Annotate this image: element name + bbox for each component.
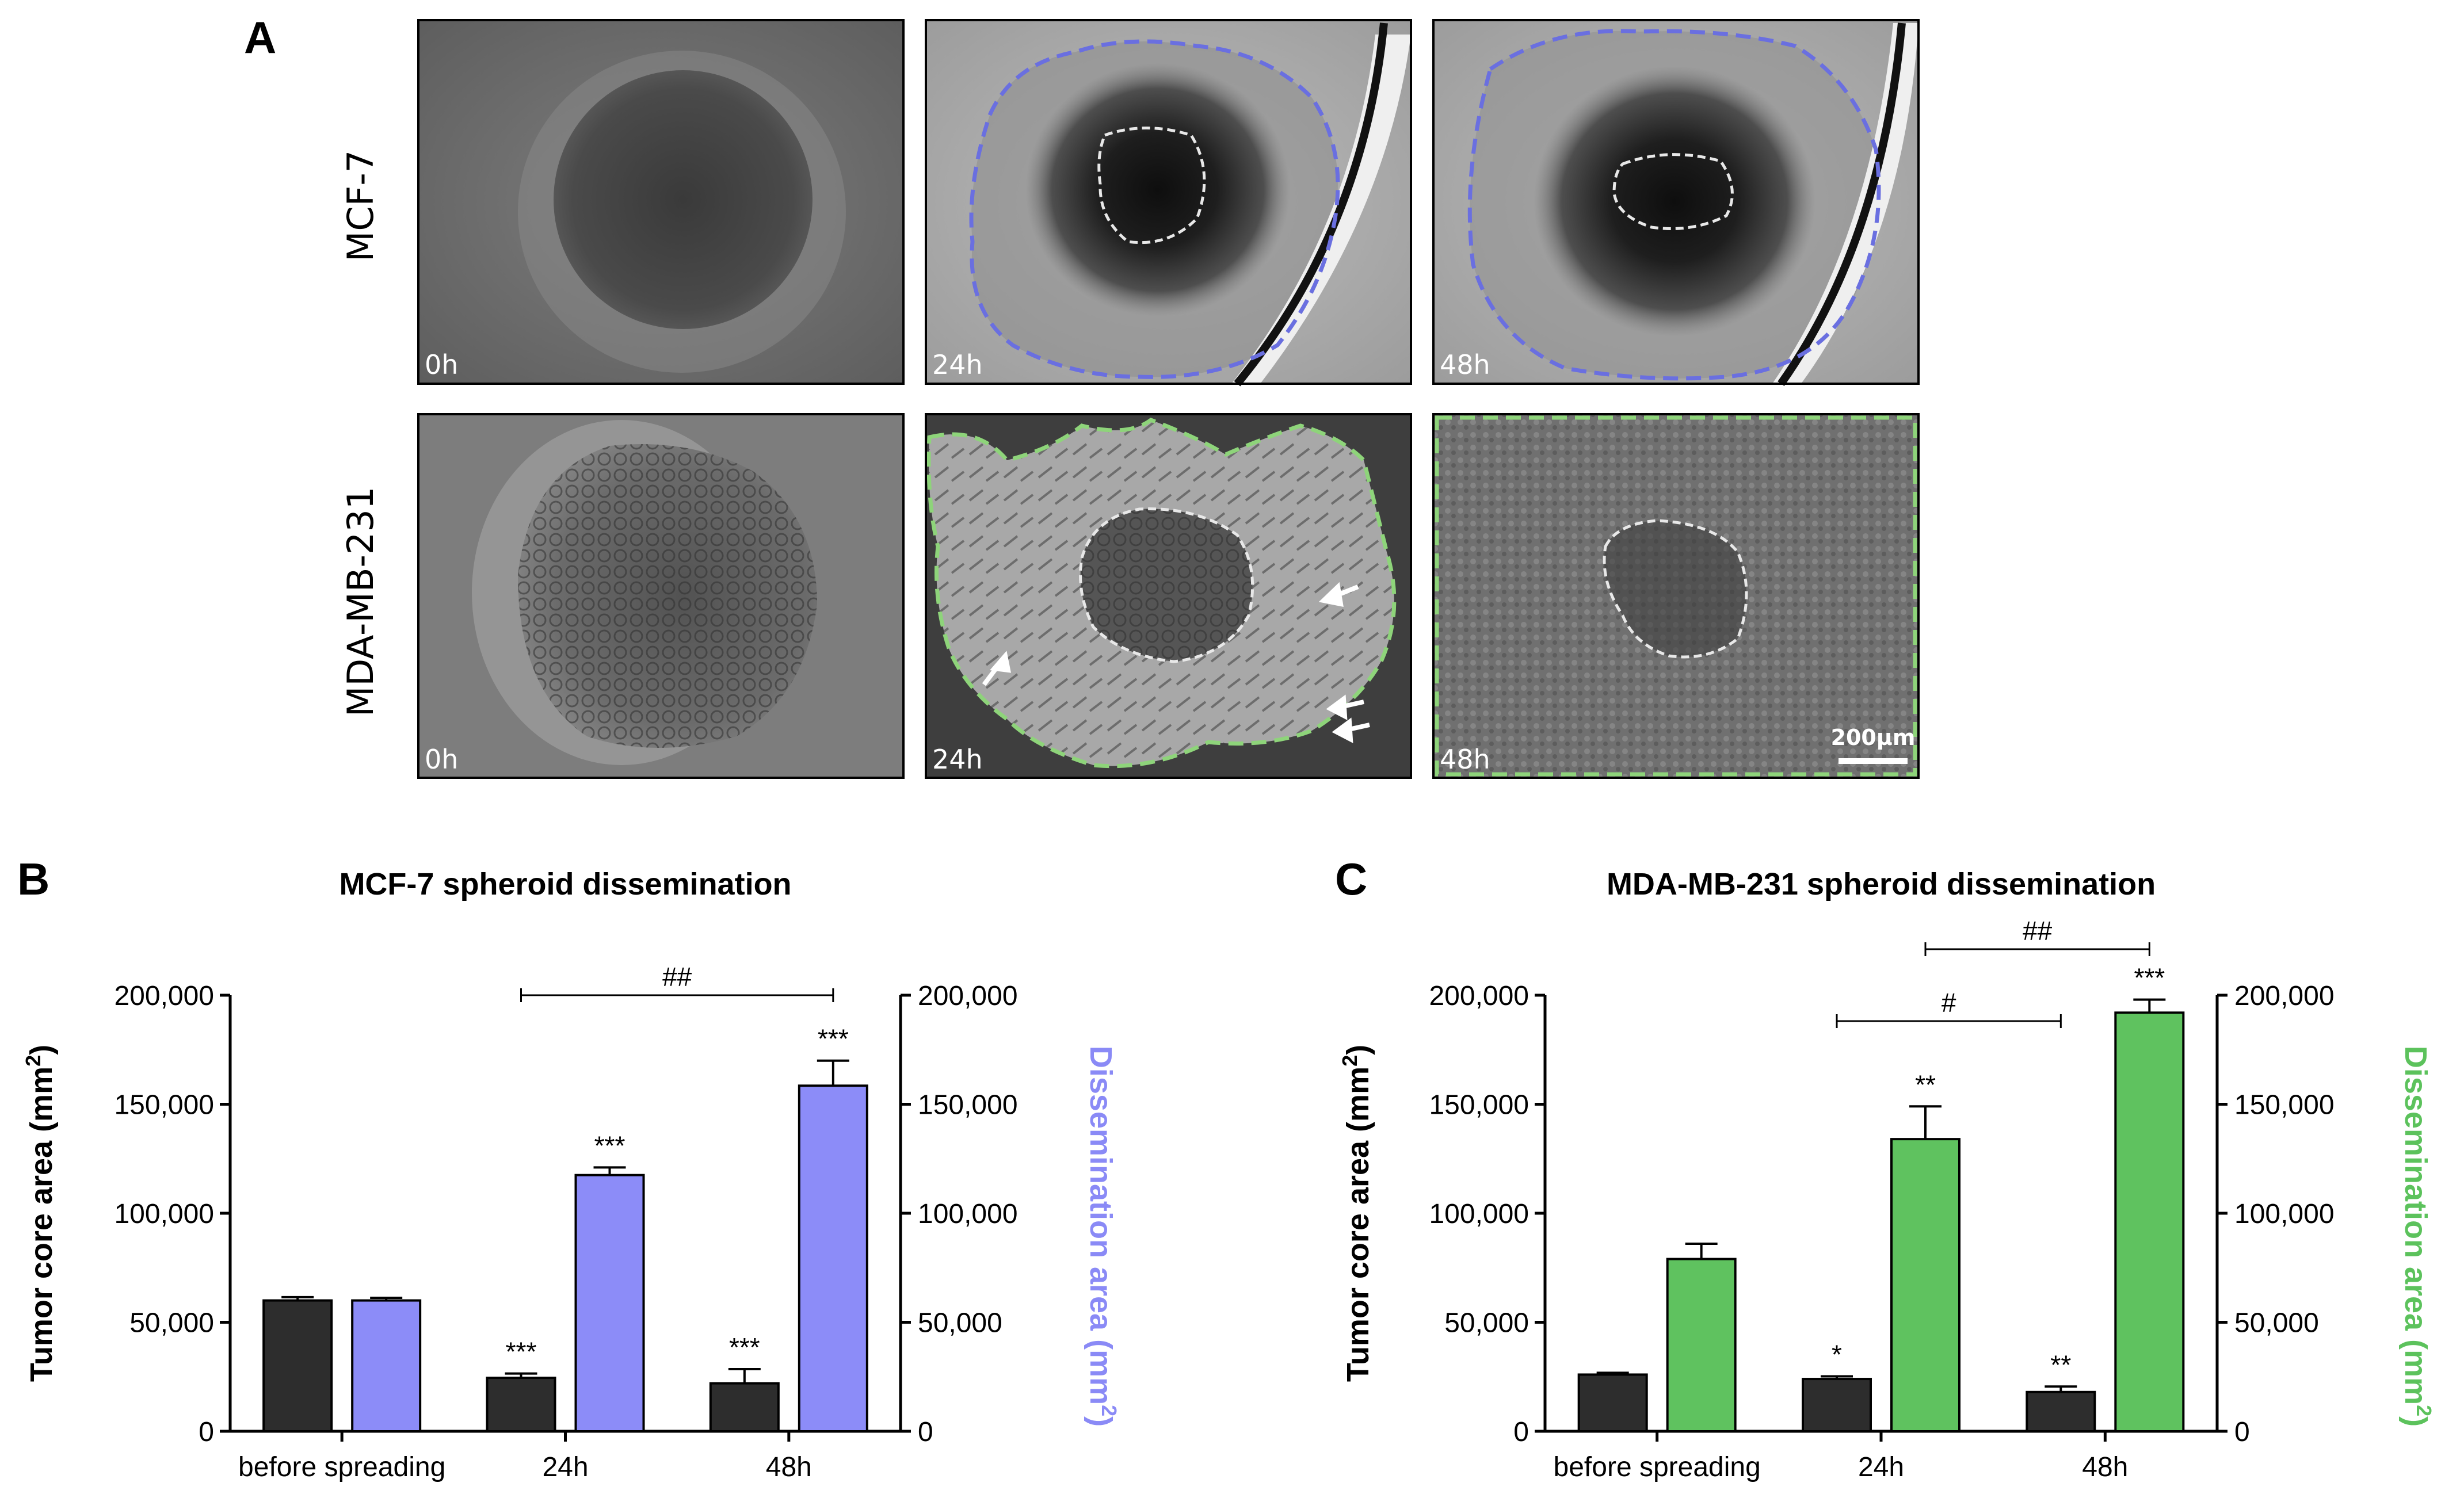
y-axis-label-right: Dissemination area (mm2) <box>1084 1046 1122 1427</box>
y-axis-label-left: Tumor core area (mm2) <box>21 1045 59 1382</box>
bracket-label: # <box>1942 988 1956 1018</box>
bar <box>798 1084 868 1433</box>
right-tick-label: 50,000 <box>918 1308 1002 1339</box>
right-tick-label: 0 <box>918 1417 933 1447</box>
time-label-24h: 24h <box>932 349 983 380</box>
left-tick-label: 150,000 <box>114 1090 214 1121</box>
right-tick-label: 0 <box>2234 1417 2250 1447</box>
right-tick-label: 100,000 <box>2234 1199 2335 1229</box>
micrograph-mda-48h: 200μm 48h <box>1432 413 1920 779</box>
left-tick-label: 100,000 <box>1429 1199 1529 1229</box>
x-category-label: 48h <box>2082 1452 2128 1482</box>
x-category-label: before spreading <box>238 1452 445 1482</box>
time-label-24h-mda: 24h <box>932 744 983 775</box>
time-label-0h-mda: 0h <box>425 744 458 775</box>
x-category-label: 24h <box>542 1452 588 1482</box>
y-axis-label-right: Dissemination area (mm2) <box>2398 1046 2436 1427</box>
right-tick-label: 200,000 <box>2234 981 2335 1011</box>
time-label-0h: 0h <box>425 349 458 380</box>
significance-label: ** <box>1915 1069 1936 1099</box>
chart-title: MCF-7 spheroid dissemination <box>339 867 791 901</box>
bar <box>1666 1258 1737 1433</box>
bar <box>2114 1011 2185 1432</box>
significance-label: *** <box>594 1130 625 1160</box>
panel-letter-a: A <box>244 12 276 63</box>
right-tick-label: 50,000 <box>2234 1308 2319 1339</box>
micrograph-mcf7-24h: 24h <box>925 19 1412 387</box>
right-tick-label: 100,000 <box>918 1199 1018 1229</box>
micrograph-mcf7-48h: 48h <box>1432 19 1920 387</box>
row-label-mda: MDA-MB-231 <box>340 487 382 717</box>
significance-label: *** <box>818 1024 849 1054</box>
right-tick-label: 200,000 <box>918 981 1018 1011</box>
time-label-48h: 48h <box>1440 349 1490 380</box>
left-tick-label: 50,000 <box>1444 1308 1529 1339</box>
significance-label: *** <box>2134 963 2165 993</box>
bar <box>486 1377 556 1433</box>
chart-mcf7-dissemination: MCF-7 spheroid dissemination 0 0 50,000 50,0… <box>21 867 1122 1482</box>
significance-label: *** <box>729 1332 760 1362</box>
scale-bar-label: 200μm <box>1831 725 1916 750</box>
row-label-mcf7: MCF-7 <box>340 150 382 262</box>
bracket-label: ## <box>2023 916 2053 946</box>
x-category-label: 48h <box>766 1452 812 1482</box>
significance-label: *** <box>506 1337 537 1367</box>
panel-letter-c: C <box>1335 854 1367 904</box>
bar <box>709 1382 780 1433</box>
time-label-48h-mda: 48h <box>1440 744 1490 775</box>
significance-label: * <box>1832 1339 1842 1369</box>
right-tick-label: 150,000 <box>2234 1090 2335 1121</box>
arrow-icon <box>982 582 1370 743</box>
significance-label: ** <box>2050 1350 2071 1379</box>
micrograph-mda-0h: 0h <box>417 413 905 779</box>
x-category-label: 24h <box>1858 1452 1904 1482</box>
chart-title: MDA-MB-231 spheroid dissemination <box>1607 867 2156 901</box>
left-tick-label: 150,000 <box>1429 1090 1529 1121</box>
bar <box>262 1299 333 1433</box>
bar <box>574 1174 645 1433</box>
bar <box>1577 1373 1648 1432</box>
bar <box>1802 1378 1872 1433</box>
x-category-label: before spreading <box>1554 1452 1761 1482</box>
micrograph-mcf7-0h: 0h <box>417 19 905 385</box>
bar <box>1890 1138 1960 1432</box>
right-tick-label: 150,000 <box>918 1090 1018 1121</box>
panel-letter-b: B <box>17 854 49 904</box>
bar <box>2026 1390 2096 1433</box>
chart-mda-dissemination: MDA-MB-231 spheroid dissemination 0 0 50,00… <box>1338 867 2436 1482</box>
left-tick-label: 100,000 <box>114 1199 214 1229</box>
micrograph-mda-24h: 24h <box>925 413 1412 779</box>
left-tick-label: 50,000 <box>129 1308 214 1339</box>
bracket-label: ## <box>662 962 692 992</box>
left-tick-label: 200,000 <box>114 981 214 1011</box>
left-tick-label: 0 <box>199 1417 214 1447</box>
left-tick-label: 200,000 <box>1429 981 1529 1011</box>
y-axis-label-left: Tumor core area (mm2) <box>1338 1045 1376 1382</box>
bar <box>351 1299 422 1433</box>
left-tick-label: 0 <box>1513 1417 1529 1447</box>
